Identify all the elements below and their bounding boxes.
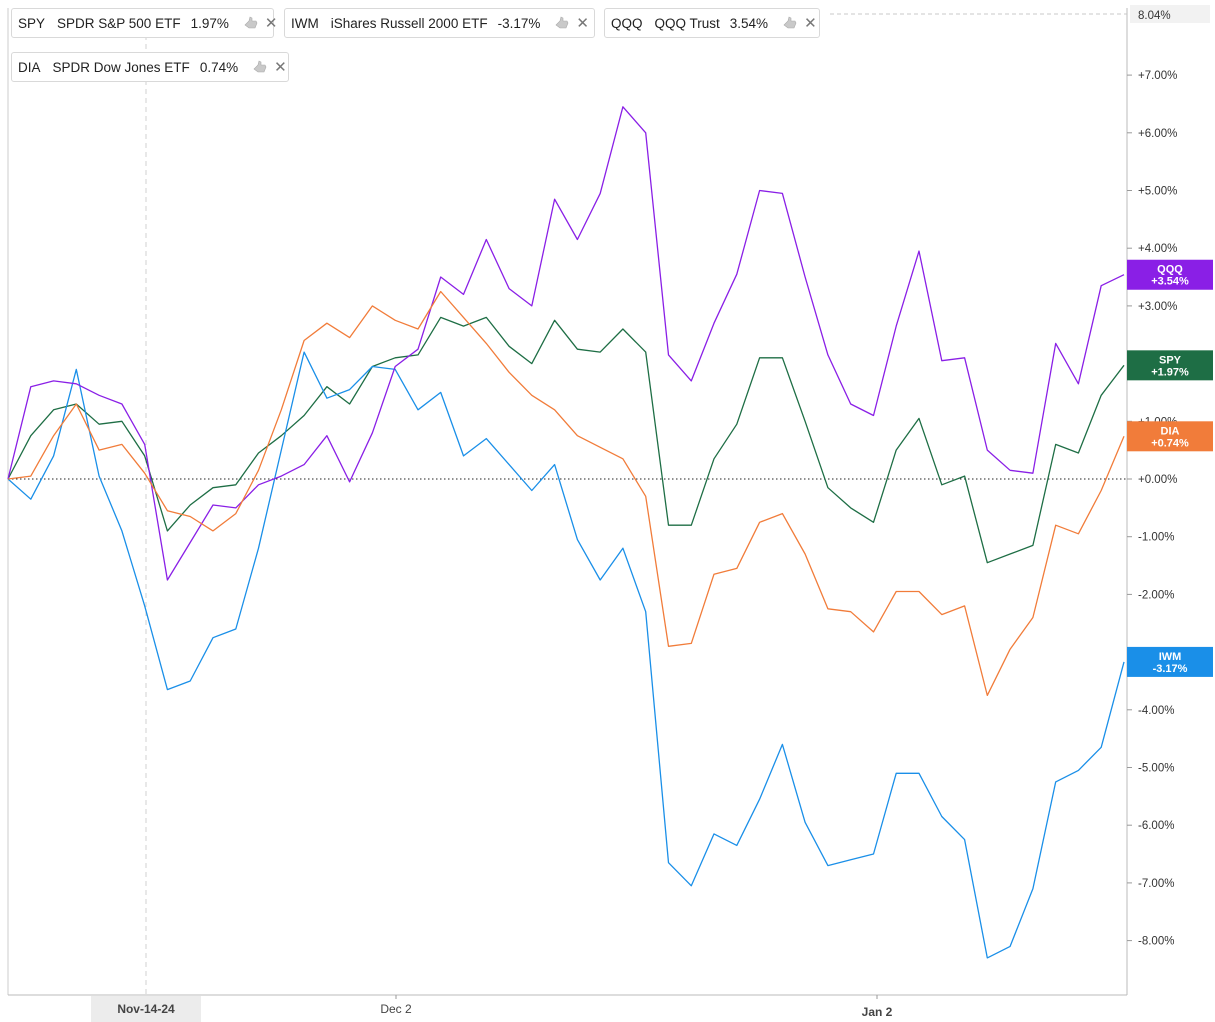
- close-icon[interactable]: ✕: [264, 15, 278, 32]
- legend-symbol: QQQ: [611, 15, 643, 31]
- settings-hand-icon[interactable]: [554, 16, 570, 30]
- x-crosshair-label-bg: [91, 996, 201, 1022]
- close-icon[interactable]: ✕: [576, 15, 589, 32]
- value-tag-dia: DIA+0.74%: [1127, 421, 1213, 452]
- series-line-dia: [7, 290, 1125, 697]
- y-tick-label: +7.00%: [1138, 70, 1177, 82]
- value-tag-bg: [1127, 259, 1213, 290]
- y-tick-label: +3.00%: [1138, 301, 1177, 313]
- settings-hand-icon[interactable]: [243, 16, 259, 30]
- value-tag-bg: [1127, 421, 1213, 452]
- y-tick-label: +5.00%: [1138, 186, 1177, 198]
- legend-change: 3.54%: [729, 15, 769, 31]
- value-tag-value: +1.97%: [1151, 366, 1189, 378]
- close-icon[interactable]: ✕: [804, 15, 817, 32]
- legend-change: -3.17%: [497, 15, 541, 31]
- y-tick-label: -6.00%: [1138, 820, 1174, 832]
- y-tick-label: -2.00%: [1138, 589, 1174, 601]
- legend-name: SPDR S&P 500 ETF: [57, 15, 181, 31]
- y-max-label-bg: [1130, 5, 1210, 23]
- x-label: Dec 2: [380, 1002, 412, 1016]
- value-tag-symbol: IWM: [1159, 651, 1182, 663]
- settings-hand-icon[interactable]: [252, 60, 268, 74]
- y-max-label: 8.04%: [1138, 10, 1171, 22]
- y-tick-label: +4.00%: [1138, 243, 1177, 255]
- value-tag-bg: [1127, 350, 1213, 381]
- y-tick-label: +0.00%: [1138, 474, 1177, 486]
- legend-name: QQQ Trust: [654, 15, 720, 31]
- legend-chip-dia[interactable]: DIA SPDR Dow Jones ETF 0.74% ✕: [11, 52, 289, 82]
- legend-symbol: IWM: [291, 15, 319, 31]
- y-tick-label: -8.00%: [1138, 936, 1174, 948]
- x-label-crosshair: Nov-14-24: [117, 1002, 175, 1016]
- value-tag-spy: SPY+1.97%: [1127, 350, 1213, 381]
- legend-name: iShares Russell 2000 ETF: [330, 15, 488, 31]
- settings-hand-icon[interactable]: [782, 16, 798, 30]
- y-tick-label: -7.00%: [1138, 878, 1174, 890]
- legend-change: 1.97%: [190, 15, 229, 31]
- series-line-qqq: [7, 106, 1125, 581]
- legend-chip-iwm[interactable]: IWM iShares Russell 2000 ETF -3.17% ✕: [284, 8, 595, 38]
- y-tick-label: -5.00%: [1138, 763, 1174, 775]
- value-tag-symbol: DIA: [1161, 425, 1180, 437]
- value-tag-qqq: QQQ+3.54%: [1127, 259, 1213, 290]
- close-icon[interactable]: ✕: [274, 59, 287, 76]
- series-line-spy: [7, 316, 1125, 564]
- legend-change: 0.74%: [199, 59, 239, 75]
- y-tick-label: +6.00%: [1138, 128, 1177, 140]
- legend-name: SPDR Dow Jones ETF: [52, 59, 190, 75]
- value-tag-symbol: SPY: [1159, 354, 1182, 366]
- y-tick-label: -1.00%: [1138, 532, 1174, 544]
- value-tag-value: +3.54%: [1151, 276, 1189, 288]
- legend-chip-qqq[interactable]: QQQ QQQ Trust 3.54% ✕: [604, 8, 820, 38]
- series-line-iwm: [7, 351, 1125, 959]
- legend-symbol: SPY: [18, 15, 46, 31]
- y-tick-label: -4.00%: [1138, 705, 1174, 717]
- legend-chip-spy[interactable]: SPY SPDR S&P 500 ETF 1.97% ✕: [11, 8, 277, 38]
- value-tag-symbol: QQQ: [1157, 264, 1183, 276]
- x-label: Jan 2: [862, 1005, 893, 1019]
- legend-symbol: DIA: [18, 59, 41, 75]
- value-tag-value: +0.74%: [1151, 437, 1189, 449]
- value-tag-value: -3.17%: [1153, 663, 1188, 675]
- value-tag-iwm: IWM-3.17%: [1127, 646, 1213, 677]
- value-tag-bg: [1127, 646, 1213, 677]
